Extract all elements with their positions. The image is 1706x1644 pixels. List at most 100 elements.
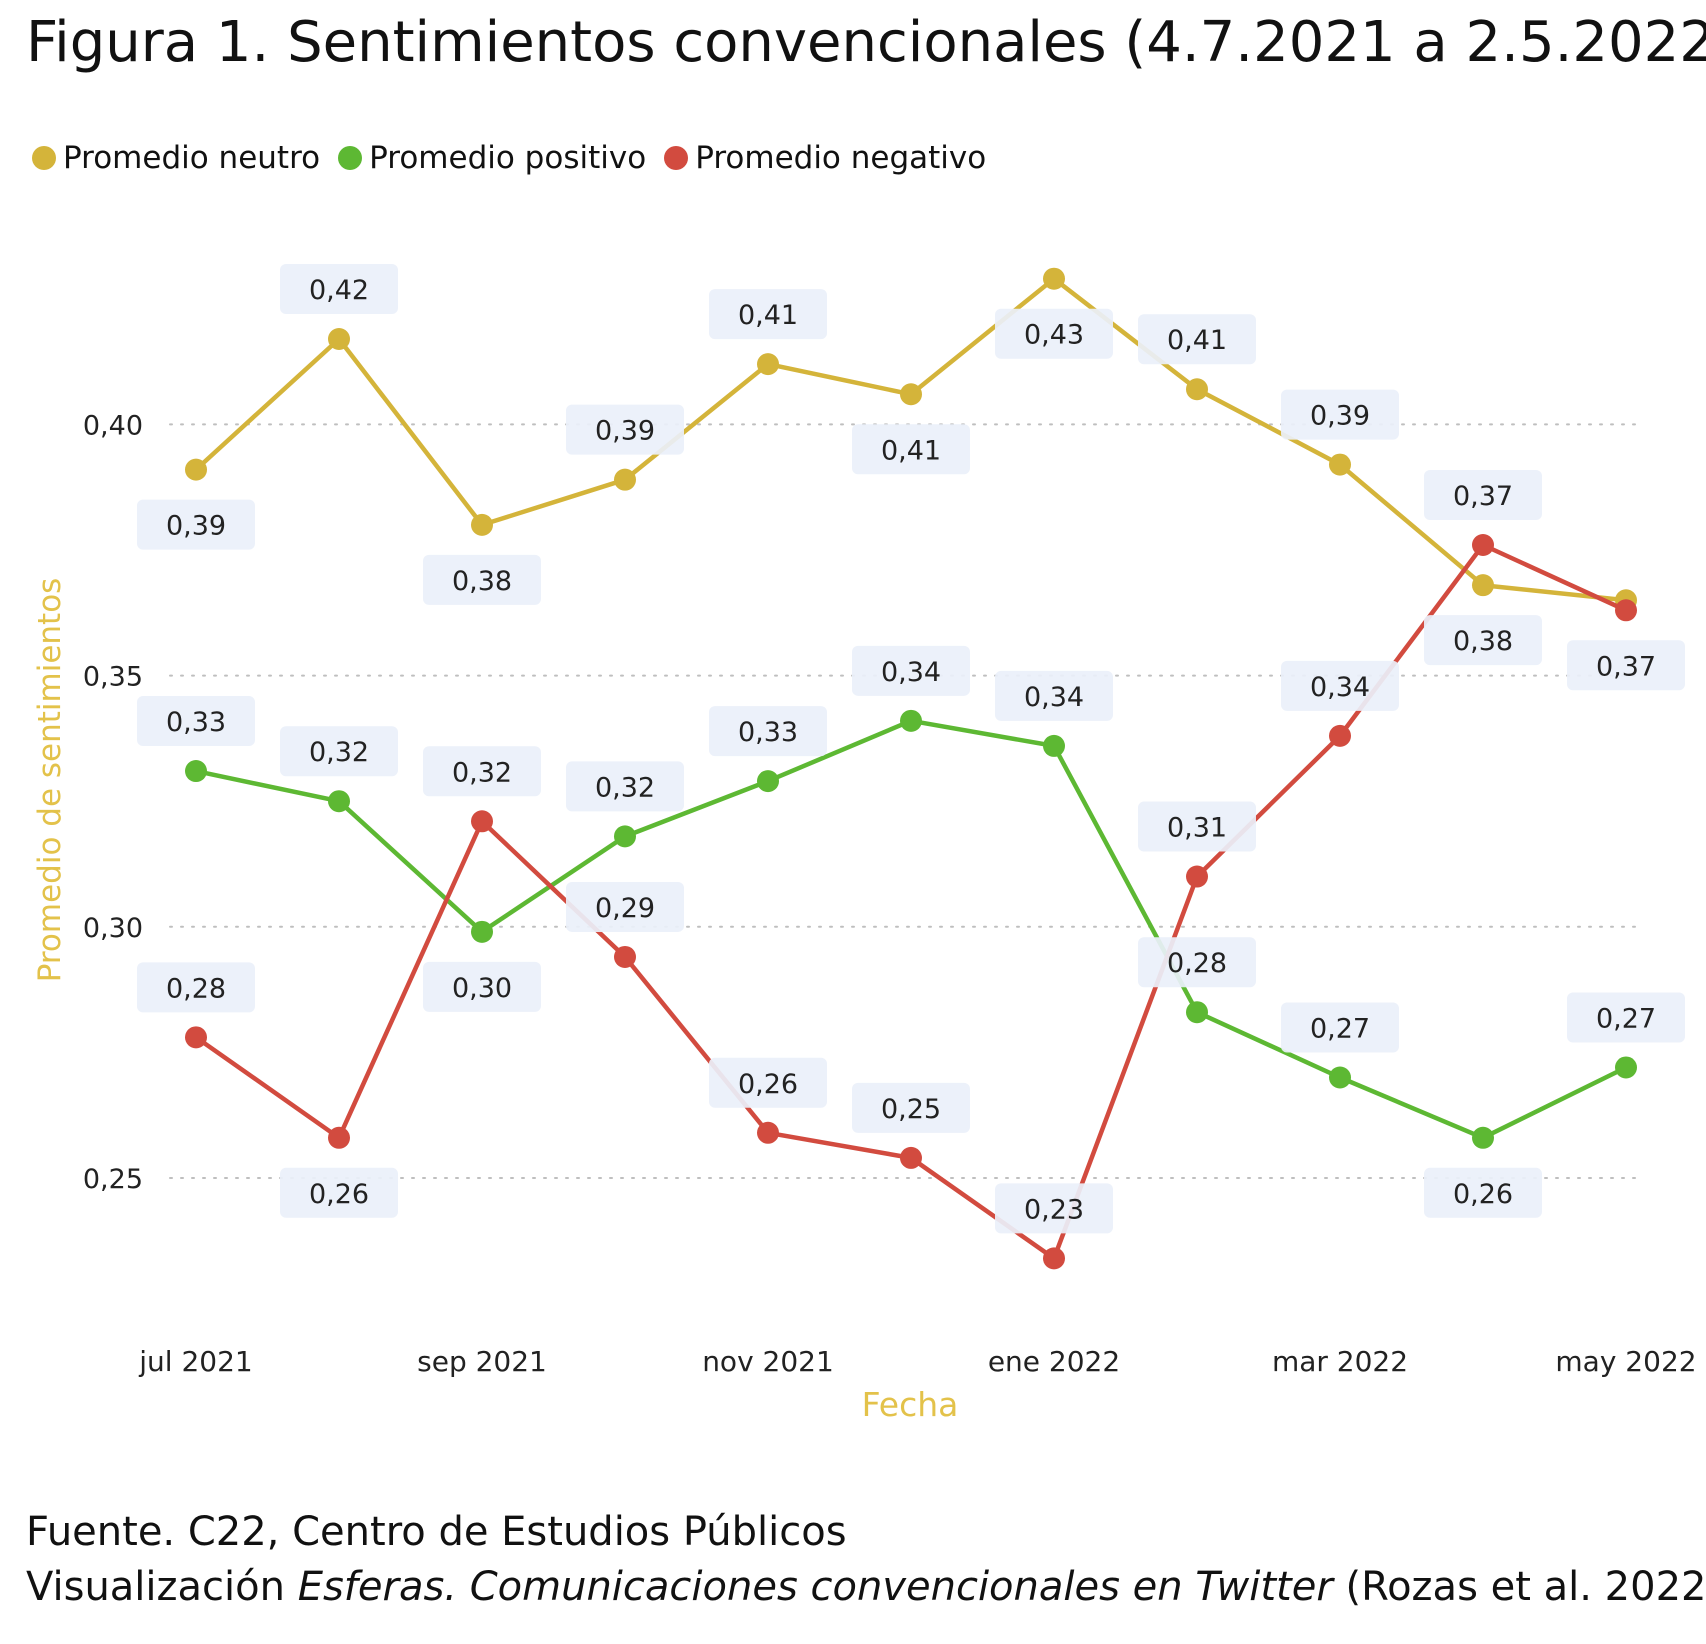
data-label-negative: 0,37 xyxy=(1567,640,1685,691)
data-label-box xyxy=(1567,640,1685,691)
data-label-box xyxy=(1424,615,1542,666)
data-label-box xyxy=(709,706,827,757)
legend-item-positive[interactable]: Promedio positivo xyxy=(338,140,646,176)
data-point-positive xyxy=(1043,734,1065,757)
data-point-neutral xyxy=(471,513,493,536)
data-label-negative: 0,31 xyxy=(1138,801,1256,852)
data-label-neutral: 0,38 xyxy=(423,554,541,605)
data-point-neutral xyxy=(900,383,922,406)
x-tick-label: mar 2022 xyxy=(1272,1345,1408,1378)
data-label-positive: 0,32 xyxy=(566,761,684,812)
data-label-box xyxy=(423,746,541,797)
data-label-text: 0,27 xyxy=(1310,1014,1370,1045)
legend-marker-negative xyxy=(664,146,689,170)
data-label-positive: 0,27 xyxy=(1281,1002,1399,1053)
data-point-neutral xyxy=(614,468,636,491)
data-label-box xyxy=(1138,801,1256,852)
data-point-negative xyxy=(757,1121,779,1144)
data-label-box xyxy=(280,726,398,777)
data-point-positive xyxy=(185,760,207,783)
data-label-box xyxy=(1281,389,1399,440)
visualization-title: Esferas. Comunicaciones convencionales e… xyxy=(297,1564,1333,1610)
legend-label-neutral: Promedio neutro xyxy=(63,140,321,176)
visualization-prefix: Visualización xyxy=(26,1564,298,1610)
legend-marker-positive xyxy=(338,146,363,170)
series-negative xyxy=(185,533,1637,1270)
data-label-positive: 0,34 xyxy=(852,645,970,696)
x-axis-title: Fecha xyxy=(862,1385,959,1424)
y-axis-ticks: 0,25 0,30 0,35 0,40 xyxy=(83,410,143,1195)
data-label-positive: 0,26 xyxy=(1424,1167,1542,1218)
legend-item-negative[interactable]: Promedio negativo xyxy=(664,140,986,176)
legend-label-negative: Promedio negativo xyxy=(695,140,987,176)
data-label-negative: 0,23 xyxy=(995,1183,1113,1234)
data-label-box xyxy=(137,696,255,747)
data-point-neutral xyxy=(328,327,350,350)
data-label-text: 0,34 xyxy=(881,657,941,688)
data-point-positive xyxy=(1615,1056,1637,1079)
data-label-neutral: 0,41 xyxy=(709,289,827,340)
data-label-text: 0,39 xyxy=(1310,401,1370,432)
y-axis-title: Promedio de sentimientos xyxy=(32,578,68,983)
series-neutral xyxy=(185,267,1637,612)
y-tick-label: 0,30 xyxy=(83,913,143,944)
x-tick-label: sep 2021 xyxy=(417,1345,547,1378)
x-tick-label: nov 2021 xyxy=(702,1345,834,1378)
data-label-text: 0,28 xyxy=(166,973,226,1004)
data-label-box xyxy=(1424,469,1542,520)
data-label-text: 0,32 xyxy=(452,757,512,788)
y-tick-label: 0,25 xyxy=(83,1164,143,1195)
data-point-positive xyxy=(900,709,922,732)
data-label-box xyxy=(1138,314,1256,365)
data-label-box xyxy=(1138,937,1256,988)
x-tick-label: jul 2021 xyxy=(138,1345,252,1378)
data-label-box xyxy=(280,1167,398,1218)
data-label-text: 0,28 xyxy=(1167,948,1227,979)
data-label-negative: 0,37 xyxy=(1424,469,1542,520)
data-label-text: 0,42 xyxy=(309,275,369,306)
data-label-text: 0,34 xyxy=(1310,672,1370,703)
data-point-negative xyxy=(614,945,636,968)
data-label-neutral: 0,43 xyxy=(995,308,1113,359)
data-label-text: 0,26 xyxy=(738,1069,798,1100)
series-line-positive xyxy=(193,718,1629,1141)
data-label-neutral: 0,41 xyxy=(1138,314,1256,365)
data-point-negative xyxy=(1472,533,1494,556)
data-label-box xyxy=(423,961,541,1012)
data-label-text: 0,33 xyxy=(738,717,798,748)
data-label-positive: 0,34 xyxy=(995,670,1113,721)
data-label-negative: 0,34 xyxy=(1281,660,1399,711)
data-label-box xyxy=(852,424,970,475)
data-point-negative xyxy=(900,1146,922,1169)
data-point-neutral xyxy=(1472,574,1494,597)
data-label-negative: 0,26 xyxy=(709,1057,827,1108)
legend: Promedio neutro Promedio positivo Promed… xyxy=(32,140,1004,176)
data-label-text: 0,26 xyxy=(309,1179,369,1210)
legend-marker-neutral xyxy=(32,146,56,170)
data-point-positive xyxy=(1186,1001,1208,1024)
data-label-text: 0,26 xyxy=(1453,1179,1513,1210)
data-label-negative: 0,32 xyxy=(423,746,541,797)
data-label-text: 0,39 xyxy=(166,511,226,542)
data-label-positive: 0,33 xyxy=(137,696,255,747)
data-label-negative: 0,29 xyxy=(566,881,684,932)
x-tick-label: may 2022 xyxy=(1555,1345,1696,1378)
data-label-box xyxy=(995,670,1113,721)
legend-item-neutral[interactable]: Promedio neutro xyxy=(32,140,320,176)
x-tick-label: ene 2022 xyxy=(988,1345,1120,1378)
x-axis-ticks: jul 2021 sep 2021 nov 2021 ene 2022 mar 2022… xyxy=(138,1345,1696,1378)
data-label-neutral: 0,41 xyxy=(852,424,970,475)
data-label-text: 0,23 xyxy=(1024,1194,1084,1225)
legend-label-positive: Promedio positivo xyxy=(369,140,647,176)
data-point-negative xyxy=(1329,724,1351,747)
data-label-box xyxy=(280,263,398,314)
data-point-neutral xyxy=(757,353,779,376)
data-label-positive: 0,28 xyxy=(1138,937,1256,988)
data-label-neutral: 0,42 xyxy=(280,263,398,314)
data-label-box xyxy=(852,1082,970,1133)
data-label-text: 0,41 xyxy=(881,435,941,466)
data-label-box xyxy=(1567,992,1685,1043)
y-tick-label: 0,40 xyxy=(83,410,143,441)
data-point-negative xyxy=(1043,1247,1065,1270)
data-point-neutral xyxy=(1186,378,1208,401)
